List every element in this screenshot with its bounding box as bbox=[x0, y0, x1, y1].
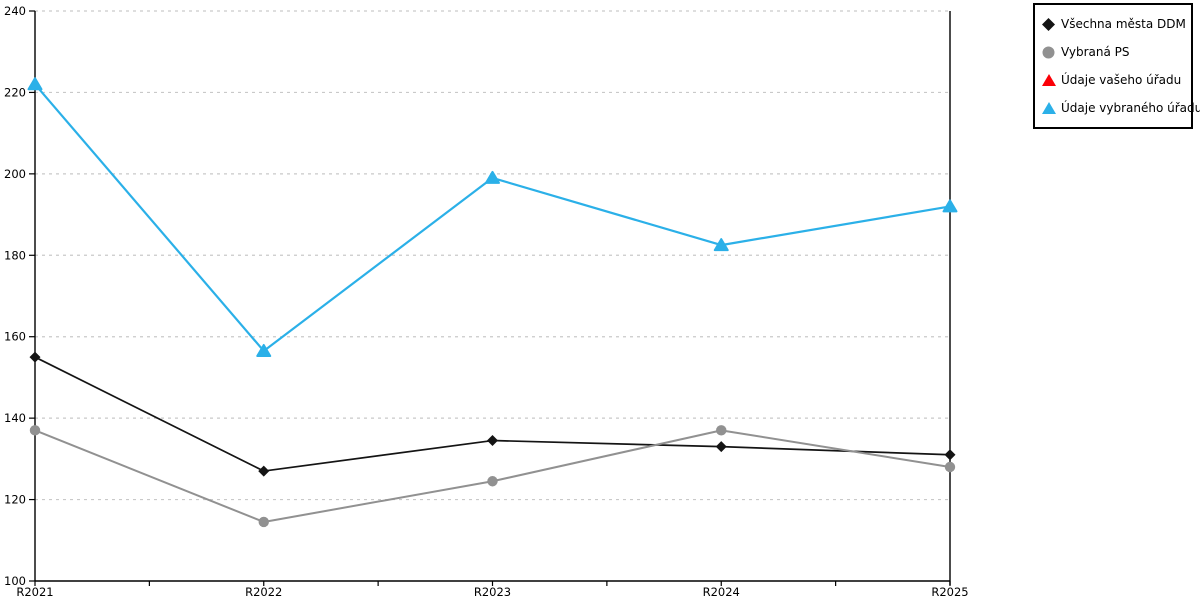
legend-item: Údaje vašeho úřadu bbox=[1041, 66, 1187, 94]
y-tick-label: 120 bbox=[4, 493, 26, 507]
legend-item: Údaje vybraného úřadu bbox=[1041, 94, 1200, 122]
circle-marker-icon bbox=[258, 516, 269, 528]
diamond-marker-icon bbox=[258, 465, 270, 477]
y-tick-label: 100 bbox=[4, 574, 26, 588]
diamond-marker-icon bbox=[1041, 17, 1056, 32]
x-tick-label: R2021 bbox=[16, 585, 53, 599]
x-tick-label: R2023 bbox=[474, 585, 511, 599]
series-line-0 bbox=[34, 356, 951, 472]
y-tick-label: 180 bbox=[4, 248, 26, 262]
legend-label: Vybraná PS bbox=[1061, 45, 1130, 59]
legend: Všechna města DDM Vybraná PS Údaje vašeh… bbox=[1033, 3, 1200, 129]
legend-item: Vybraná PS bbox=[1041, 38, 1187, 66]
circle-marker-icon bbox=[1041, 45, 1056, 60]
y-tick-label: 200 bbox=[4, 167, 26, 181]
legend-label: Údaje vašeho úřadu bbox=[1061, 73, 1182, 87]
circle-marker-icon bbox=[487, 476, 498, 487]
triangle-marker-icon bbox=[485, 170, 500, 184]
diamond-marker-icon bbox=[29, 351, 41, 363]
triangle-marker-icon bbox=[27, 77, 43, 91]
y-tick-label: 160 bbox=[4, 330, 26, 344]
triangle-marker-icon bbox=[713, 238, 729, 252]
circle-marker-icon bbox=[716, 425, 727, 436]
y-tick-label: 220 bbox=[4, 85, 26, 99]
x-tick-label: R2022 bbox=[245, 585, 282, 599]
circle-marker-icon bbox=[29, 425, 41, 436]
triangle-marker-icon bbox=[1041, 73, 1056, 88]
legend-label: Údaje vybraného úřadu bbox=[1061, 101, 1200, 115]
y-tick-label: 240 bbox=[4, 4, 26, 18]
triangle-marker-icon bbox=[942, 199, 958, 213]
legend-label: Všechna města DDM bbox=[1061, 17, 1186, 31]
diamond-marker-icon bbox=[715, 441, 727, 453]
x-tick-label: R2024 bbox=[703, 585, 740, 599]
y-tick-label: 140 bbox=[4, 411, 26, 425]
x-tick-label: R2025 bbox=[931, 585, 968, 599]
legend-item: Všechna města DDM bbox=[1041, 10, 1187, 38]
triangle-marker-icon bbox=[256, 343, 272, 357]
diamond-marker-icon bbox=[487, 435, 498, 447]
series-line-3 bbox=[34, 83, 951, 353]
diamond-marker-icon bbox=[944, 449, 956, 461]
circle-marker-icon bbox=[944, 461, 956, 473]
triangle-marker-icon bbox=[1041, 101, 1056, 116]
